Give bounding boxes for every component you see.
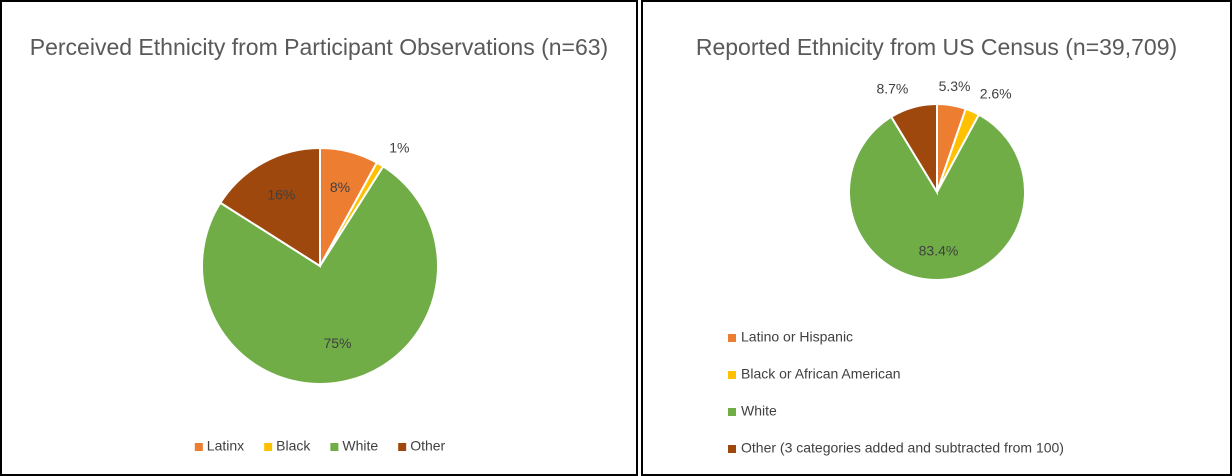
legend-label: Black or African American: [741, 366, 901, 382]
data-label: 16%: [267, 186, 295, 202]
pie-slice: [201, 164, 439, 385]
data-label: 83.4%: [919, 243, 959, 259]
legend-label: Latinx: [207, 438, 244, 454]
legend-label: White: [342, 438, 378, 454]
legend-swatch: [398, 443, 407, 451]
chart-title: Reported Ethnicity from US Census (n=39,…: [695, 34, 1178, 60]
legend-swatch: [264, 443, 273, 451]
data-label: 1%: [389, 140, 409, 156]
chart-panel: 5.3% 2.6% 83.4% 8.7% Latino or Hispanic Black…: [641, 0, 1232, 476]
legend-swatch: [728, 371, 736, 379]
legend-swatch: [194, 443, 203, 451]
data-label: 75%: [323, 335, 351, 351]
legend-label: White: [741, 403, 777, 419]
legend-swatch: [728, 334, 736, 342]
data-label: 5.3%: [939, 78, 971, 94]
pie-slice: [889, 102, 938, 196]
chart-title: Perceived Ethnicity from Participant Obs…: [29, 34, 609, 60]
legend-swatch: [728, 445, 736, 453]
chart-panel: 8% 1% 75% 16% Latinx Black White Other Perceive…: [0, 0, 638, 476]
chart: 5.3% 2.6% 83.4% 8.7% Latino or Hispanic Black…: [728, 78, 1064, 456]
chart: 8% 1% 75% 16% Latinx Black White Other: [194, 140, 446, 454]
legend-label: Other (3 categories added and subtracted…: [741, 440, 1064, 456]
legend-label: Other: [410, 438, 445, 454]
data-label: 8.7%: [876, 81, 908, 97]
legend-swatch: [728, 408, 736, 416]
legend-swatch: [330, 443, 339, 451]
pie-slice: [218, 146, 321, 268]
legend-label: Latino or Hispanic: [741, 329, 853, 345]
legend-label: Black: [276, 438, 311, 454]
data-label: 8%: [330, 179, 350, 195]
pie-slice: [848, 113, 1026, 281]
data-label: 2.6%: [980, 86, 1012, 102]
